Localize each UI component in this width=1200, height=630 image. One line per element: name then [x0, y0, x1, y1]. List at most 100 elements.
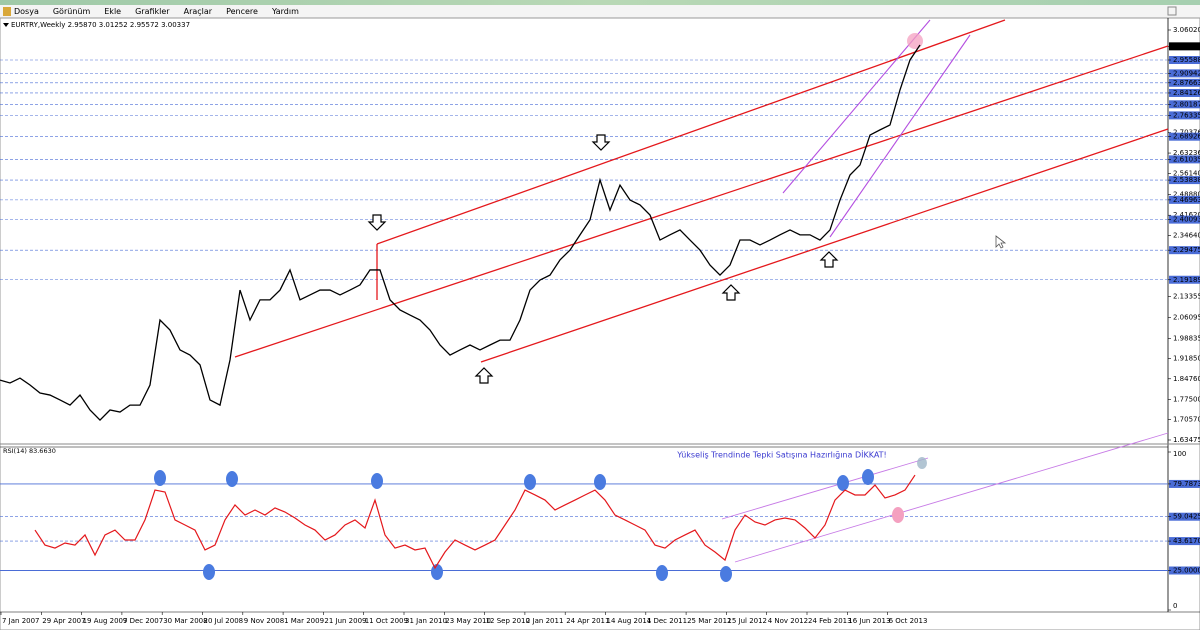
price-tick-label: 2.53838 [1173, 176, 1200, 184]
price-series [0, 44, 921, 422]
date-label: 24 Apr 2011 [566, 617, 609, 625]
date-label: 20 Jul 2008 [204, 617, 244, 625]
price-tick-label: 2.87663 [1173, 79, 1200, 87]
price-tick-label: 2.90942 [1173, 69, 1200, 77]
price-tick-label: 2.70376 [1173, 129, 1200, 137]
date-label: 21 Jun 2009 [324, 617, 366, 625]
date-label: 24 Feb 2013 [808, 617, 852, 625]
menu-item[interactable]: Araçlar [184, 7, 213, 16]
level-label-bg [1169, 69, 1200, 78]
price-tick-label: 2.61035 [1173, 155, 1200, 163]
price-tick-label: 1.77500 [1173, 396, 1200, 404]
highlight-circle [907, 33, 923, 49]
price-tick-label: 1.98835 [1173, 334, 1200, 342]
price-tick-label: 3.06020 [1173, 26, 1200, 34]
rsi-series [34, 474, 916, 570]
price-tick-label: 2.19189 [1173, 276, 1200, 284]
level-label-bg [1169, 88, 1200, 97]
price-line [0, 44, 921, 422]
menu-item[interactable]: Grafikler [135, 7, 170, 16]
price-tick-label: 2.48880 [1173, 190, 1200, 198]
price-tick-label: 1.84760 [1173, 375, 1200, 383]
rsi-tick-label: 100 [1173, 450, 1186, 458]
date-label: 7 Jan 2007 [2, 617, 40, 625]
price-tick-label: 2.41620 [1173, 211, 1200, 219]
purple-channel [782, 19, 971, 238]
rsi-pink-marker [892, 507, 904, 523]
rsi-level-label-bg [1169, 537, 1200, 546]
date-label: 23 May 2010 [445, 617, 491, 625]
rsi-markers [154, 469, 874, 582]
rsi-line [34, 474, 916, 570]
chart-header: EURTRY,Weekly 2.95870 3.01252 2.95572 3.… [11, 21, 190, 29]
price-tick-label: 2.34640 [1173, 231, 1200, 239]
date-label: 6 Oct 2013 [889, 617, 928, 625]
rsi-tick-label: 79.7873 [1173, 480, 1200, 488]
price-tick-label: 2.76335 [1173, 111, 1200, 119]
level-label-bg [1169, 56, 1200, 65]
level-label-bg [1169, 155, 1200, 164]
level-label-bg [1169, 275, 1200, 284]
price-tick-label: 1.91850 [1173, 354, 1200, 362]
annotation: Yükseliş Trendinde Tepki Satışına Hazırl… [676, 450, 887, 460]
date-label: 1 Mar 2009 [284, 617, 324, 625]
arrows [367, 134, 839, 384]
mouse-cursor [995, 235, 1007, 249]
date-label: 4 Nov 2012 [768, 617, 808, 625]
price-tick-label: 2.68926 [1173, 133, 1200, 141]
menu-item[interactable]: Görünüm [53, 7, 91, 16]
price-tick-label: 3.00337 [1173, 42, 1200, 50]
rsi-tick-label: 43.6170 [1173, 537, 1200, 545]
price-tick-label: 2.80187 [1173, 100, 1200, 108]
price-tick-label: 1.70570 [1173, 416, 1200, 424]
menu: Dosya Görünüm Ekle Grafikler Araçlar Pencere Y… [14, 7, 299, 16]
menu-item[interactable]: Pencere [226, 7, 258, 16]
menu-item[interactable]: Dosya [14, 7, 39, 16]
rsi-gray-marker [917, 457, 927, 469]
level-label-bg [1169, 100, 1200, 109]
price-tick-label: 2.56140 [1173, 169, 1200, 177]
price-tick-label: 2.63236 [1173, 149, 1200, 157]
current-label-bg [1169, 42, 1200, 51]
date-label: 12 Sep 2010 [486, 617, 530, 625]
price-tick-label: 2.46963 [1173, 196, 1200, 204]
level-label-bg [1169, 132, 1200, 141]
red-channel [234, 19, 1169, 363]
price-tick-label: 2.40093 [1173, 216, 1200, 224]
level-label-bg [1169, 195, 1200, 204]
price-tick-label: 1.63475 [1173, 436, 1200, 444]
rsi-tick-label: 25.0000 [1173, 567, 1200, 575]
date-label: 31 Jan 2010 [405, 617, 447, 625]
date-label: 30 Mar 2008 [163, 617, 207, 625]
price-tick-label: 2.95588 [1173, 56, 1200, 64]
menu-item[interactable]: Ekle [104, 7, 121, 16]
menu-item[interactable]: Yardım [271, 7, 299, 16]
rsi-level-label-bg [1169, 512, 1200, 521]
collapse-icon[interactable] [3, 23, 9, 27]
date-label: 16 Jun 2013 [848, 617, 890, 625]
date-label: 11 Oct 2009 [365, 617, 408, 625]
date-label: 14 Aug 2011 [607, 617, 652, 625]
rsi-header: RSI(14) 83.6630 [3, 447, 56, 455]
level-label-bg [1169, 78, 1200, 87]
level-label-bg [1169, 246, 1200, 255]
menu-bar [0, 5, 1200, 18]
price-tick-label: 2.06095 [1173, 313, 1200, 321]
date-label: 25 Mar 2012 [687, 617, 731, 625]
title-bar [0, 0, 1200, 5]
level-label-bg [1169, 111, 1200, 120]
date-label: 19 Aug 2007 [83, 617, 128, 625]
app-icon [3, 7, 11, 16]
price-tick-label: 2.13355 [1173, 293, 1200, 301]
window-button[interactable] [1167, 6, 1177, 16]
date-label: 9 Nov 2008 [244, 617, 284, 625]
rsi-channel [721, 432, 1169, 563]
level-label-bg [1169, 215, 1200, 224]
date-label: 15 Jul 2012 [727, 617, 767, 625]
chart-window [0, 17, 1200, 630]
date-label: 29 Apr 2007 [42, 617, 85, 625]
rsi-tick-label: 59.0425 [1173, 513, 1200, 521]
